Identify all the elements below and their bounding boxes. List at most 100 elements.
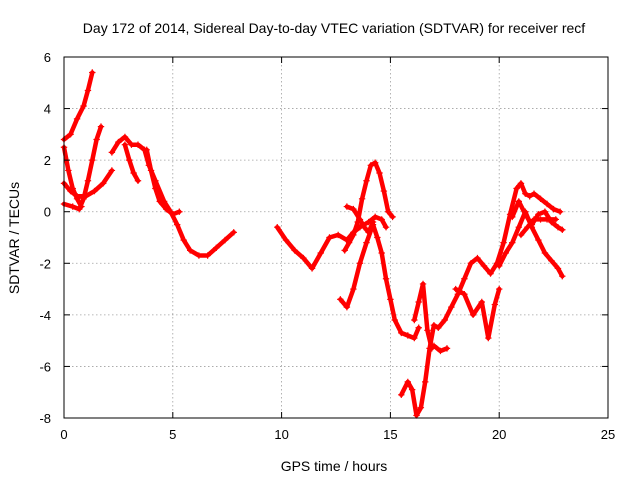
data-point: [65, 167, 72, 174]
data-point: [411, 334, 418, 342]
data-point: [552, 216, 559, 223]
data-point: [337, 296, 344, 303]
data-point: [230, 229, 237, 236]
data-point: [173, 221, 181, 228]
series-track-15: [452, 285, 503, 342]
data-point: [369, 218, 377, 226]
data-point: [441, 316, 448, 324]
data-point: [543, 200, 551, 208]
data-point: [513, 185, 520, 192]
data-point: [417, 404, 425, 411]
data-point: [350, 285, 357, 293]
data-point: [411, 316, 418, 324]
data-point: [300, 254, 307, 262]
series-track-9: [337, 221, 422, 342]
x-tick-label: 0: [60, 427, 67, 442]
data-series: [60, 69, 566, 419]
data-point: [121, 141, 129, 148]
data-point: [147, 167, 155, 174]
data-point: [435, 324, 442, 331]
data-point: [430, 321, 438, 329]
data-point: [415, 324, 422, 331]
data-point: [67, 187, 74, 195]
data-point: [152, 185, 159, 192]
data-point: [509, 239, 516, 246]
data-point: [419, 280, 427, 288]
data-point: [404, 378, 412, 386]
data-point: [89, 156, 96, 164]
series-line: [342, 160, 395, 253]
data-point: [537, 216, 544, 223]
series-track-17: [509, 198, 566, 233]
data-point: [524, 223, 531, 231]
data-point: [548, 257, 555, 264]
data-point: [84, 87, 92, 94]
data-point: [461, 275, 468, 282]
data-point: [530, 216, 538, 223]
data-point: [378, 249, 385, 257]
data-point: [461, 291, 468, 298]
data-point: [443, 345, 451, 352]
data-point: [509, 213, 516, 221]
data-point: [541, 208, 549, 215]
x-tick-label: 20: [492, 427, 506, 442]
series-track-10: [341, 159, 396, 254]
data-point: [334, 231, 342, 239]
data-point: [156, 198, 163, 205]
data-point: [67, 131, 74, 138]
data-point: [126, 156, 133, 164]
data-point: [204, 252, 211, 259]
y-tick-label: 6: [44, 50, 51, 65]
series-line: [144, 147, 182, 217]
y-axis-label: SDTVAR / TECUs: [6, 182, 22, 294]
data-point: [121, 133, 129, 141]
data-point: [195, 252, 203, 259]
data-point: [474, 254, 481, 262]
data-point: [108, 149, 116, 156]
data-point: [363, 239, 370, 246]
data-point: [291, 247, 298, 254]
data-point: [99, 180, 107, 187]
data-point: [437, 347, 444, 355]
series-line: [109, 134, 236, 258]
series-track-14: [430, 342, 451, 355]
data-point: [522, 211, 529, 218]
data-point: [180, 236, 187, 244]
data-point: [404, 332, 412, 339]
series-track-11: [343, 203, 377, 236]
data-point: [382, 275, 390, 282]
data-point: [496, 285, 503, 293]
data-point: [556, 208, 564, 215]
data-point: [398, 329, 405, 337]
y-tick-label: -8: [39, 411, 51, 426]
data-point: [517, 180, 525, 187]
series-line: [412, 281, 434, 351]
x-tick-label: 5: [169, 427, 176, 442]
data-point: [187, 247, 194, 254]
gridlines: [64, 57, 608, 418]
data-point: [356, 216, 364, 223]
data-point: [389, 213, 396, 221]
x-tick-label: 15: [383, 427, 397, 442]
data-point: [541, 249, 549, 257]
data-point: [515, 223, 522, 231]
data-point: [130, 169, 137, 177]
data-point: [282, 236, 290, 244]
data-point: [358, 195, 366, 203]
data-point: [73, 115, 81, 123]
data-point: [550, 205, 557, 213]
data-point: [430, 342, 438, 349]
data-point: [382, 223, 390, 231]
data-point: [452, 285, 459, 293]
data-point: [387, 296, 394, 303]
data-point: [554, 265, 562, 272]
data-point: [480, 262, 488, 270]
data-point: [108, 167, 116, 174]
data-point: [341, 247, 348, 254]
data-point: [478, 298, 485, 306]
data-point: [115, 138, 122, 146]
data-point: [82, 193, 89, 200]
data-point: [350, 231, 357, 239]
data-point: [502, 249, 509, 257]
